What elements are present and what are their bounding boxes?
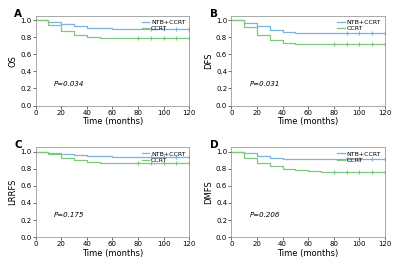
Text: C: C <box>14 140 22 150</box>
X-axis label: Time (months): Time (months) <box>82 117 143 126</box>
Text: D: D <box>210 140 218 150</box>
Legend: NTB+CCRT, CCRT: NTB+CCRT, CCRT <box>337 19 382 32</box>
Y-axis label: LRRFS: LRRFS <box>8 179 17 205</box>
X-axis label: Time (months): Time (months) <box>278 249 339 258</box>
Legend: NTB+CCRT, CCRT: NTB+CCRT, CCRT <box>141 19 186 32</box>
Y-axis label: OS: OS <box>8 55 17 66</box>
Text: P=0.034: P=0.034 <box>54 81 84 87</box>
Y-axis label: DMFS: DMFS <box>204 180 213 204</box>
Text: P=0.206: P=0.206 <box>250 212 280 218</box>
Text: A: A <box>14 9 22 19</box>
Text: B: B <box>210 9 218 19</box>
Text: P=0.175: P=0.175 <box>54 212 84 218</box>
Y-axis label: DFS: DFS <box>204 52 213 69</box>
Legend: NTB+CCRT, CCRT: NTB+CCRT, CCRT <box>337 151 382 163</box>
X-axis label: Time (months): Time (months) <box>278 117 339 126</box>
Legend: NTB+CCRT, CCRT: NTB+CCRT, CCRT <box>141 151 186 163</box>
X-axis label: Time (months): Time (months) <box>82 249 143 258</box>
Text: P=0.031: P=0.031 <box>250 81 280 87</box>
